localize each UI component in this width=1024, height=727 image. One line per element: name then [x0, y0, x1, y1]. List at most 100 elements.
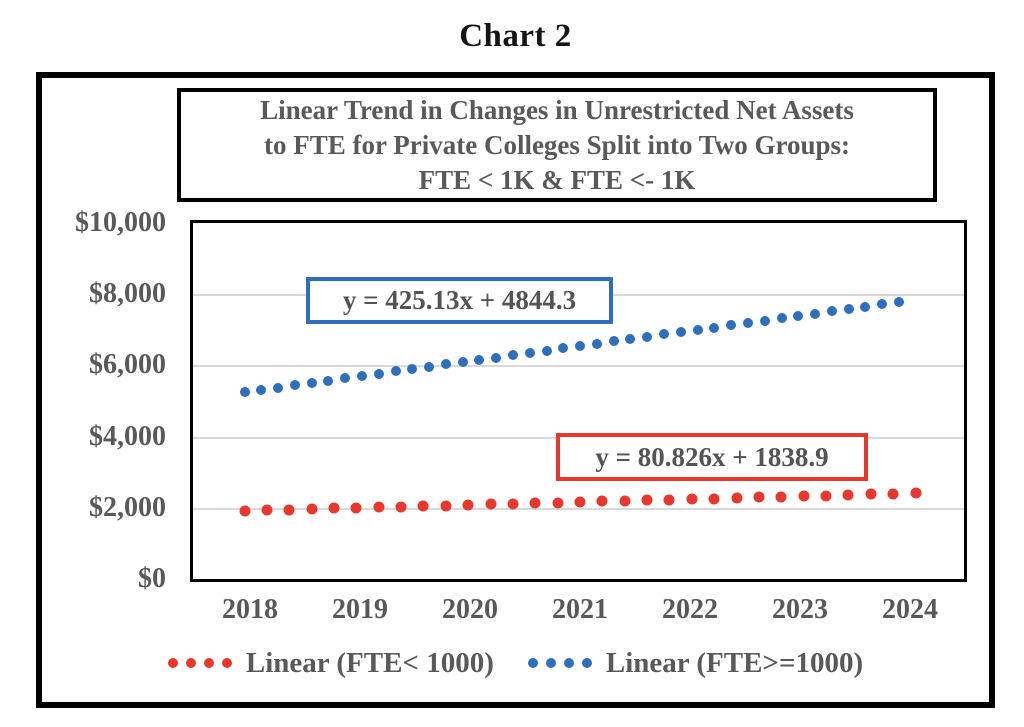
chart-legend: Linear (FTE< 1000) Linear (FTE>=1000) — [36, 640, 995, 686]
legend-dot — [203, 658, 214, 668]
legend-dot — [563, 658, 574, 668]
trendline-dot — [663, 494, 675, 506]
legend-dot — [527, 658, 538, 668]
trendline-dot — [619, 495, 631, 507]
trendline-dot — [843, 304, 854, 315]
plot-area — [190, 220, 967, 582]
trendline-dot — [558, 343, 569, 354]
trendline-dot — [642, 331, 653, 342]
chart-title-box: Linear Trend in Changes in Unrestricted … — [177, 88, 937, 202]
legend-label: Linear (FTE< 1000) — [245, 646, 494, 679]
trendline-dot — [256, 384, 267, 395]
y-axis-tick-label: $0 — [138, 563, 166, 594]
trendline-dot — [485, 498, 497, 510]
trendline-dot — [742, 317, 753, 328]
trendline-dot — [894, 297, 904, 308]
x-axis-tick-label: 2019 — [332, 594, 388, 625]
trendline-dot — [261, 504, 273, 516]
trendline-dot — [575, 340, 586, 351]
trendline-dot — [759, 315, 770, 326]
trendline-dot — [440, 359, 451, 370]
trendline-dot — [641, 494, 653, 506]
trendline-dot — [306, 503, 318, 515]
trendline-dot — [910, 487, 921, 499]
trendline-dot — [390, 366, 401, 377]
trendline-dot — [340, 373, 351, 384]
trendline-dot — [323, 375, 334, 386]
trendline-dot — [373, 501, 385, 513]
x-axis-tick-label: 2022 — [662, 594, 718, 625]
chart-title-line-2: to FTE for Private Colleges Split into T… — [264, 129, 850, 160]
trendline-dot — [283, 504, 295, 516]
x-axis-tick-label: 2024 — [882, 594, 938, 625]
trendline-dot — [350, 502, 362, 514]
chart-title-line-3: FTE < 1K & FTE <- 1K — [418, 164, 696, 195]
trendline-dot — [552, 497, 564, 509]
legend-dot — [167, 658, 178, 668]
trendline-dot — [842, 489, 854, 501]
page-title: Chart 2 — [459, 18, 572, 54]
legend-dot-marker — [527, 658, 592, 668]
legend-dot-marker — [167, 658, 232, 668]
trendline-dot — [793, 310, 804, 321]
trendline-dot — [608, 336, 619, 347]
legend-item: Linear (FTE< 1000) — [167, 646, 494, 680]
y-axis-tick-label: $8,000 — [89, 278, 166, 310]
trendline-dot — [708, 493, 720, 504]
trendline-dot — [508, 350, 518, 361]
trendline-dot — [541, 345, 552, 356]
trendline-dot — [860, 301, 871, 312]
legend-dot — [545, 658, 556, 668]
gridline — [193, 507, 964, 510]
trendline-dot — [239, 387, 250, 398]
trendline-dot — [810, 308, 821, 319]
trendline-dot — [239, 505, 250, 517]
legend-label: Linear (FTE>=1000) — [605, 646, 864, 679]
chart-title-line-1: Linear Trend in Changes in Unrestricted … — [260, 94, 854, 125]
y-axis-tick-label: $2,000 — [89, 491, 166, 523]
trendline-dot — [726, 320, 737, 331]
trendline-equation-red: y = 80.826x + 1838.9 — [556, 433, 868, 481]
trendline-equation-blue: y = 425.13x + 4844.3 — [306, 277, 613, 324]
trendline-dot — [820, 490, 832, 502]
trendline-dot — [709, 322, 720, 333]
y-axis-labels: $10,000 $8,000 $6,000 $4,000 $2,000 $0 — [38, 0, 166, 727]
trendline-dot — [625, 334, 636, 345]
trendline-dot — [675, 327, 686, 338]
x-axis-tick-label: 2021 — [552, 594, 608, 625]
trendline-dot — [289, 380, 300, 391]
trendline-dot — [798, 490, 810, 502]
legend-dot — [221, 658, 232, 668]
trendline-dot — [507, 498, 519, 510]
y-axis-tick-label: $6,000 — [89, 349, 166, 381]
y-axis-tick-label: $10,000 — [75, 207, 166, 238]
trendline-dot — [659, 329, 670, 340]
gridline — [193, 365, 964, 368]
trendline-dot — [395, 501, 407, 513]
legend-item: Linear (FTE>=1000) — [527, 646, 864, 680]
trendline-dot — [457, 357, 468, 368]
trendline-dot — [306, 377, 317, 388]
trendline-dot — [887, 488, 899, 500]
x-axis-tick-label: 2020 — [442, 594, 498, 625]
trendline-dot — [328, 502, 340, 514]
x-axis-tick-label: 2018 — [222, 594, 278, 625]
trendline-dot — [474, 354, 485, 365]
legend-dot — [185, 658, 196, 668]
trendline-dot — [424, 361, 435, 372]
trendline-dot — [407, 364, 418, 375]
trendline-dot — [686, 493, 698, 505]
trendline-dot — [491, 352, 502, 363]
trendline-dot — [877, 299, 888, 310]
trendline-dot — [529, 497, 541, 509]
trendline-dot — [775, 491, 787, 503]
trendline-dot — [596, 495, 608, 507]
trendline-dot — [373, 368, 384, 379]
trendline-dot — [591, 338, 602, 349]
y-axis-tick-label: $4,000 — [89, 420, 166, 452]
trendline-dot — [462, 499, 474, 511]
trendline-dot — [524, 347, 535, 358]
trendline-dot — [865, 488, 877, 500]
legend-dot — [581, 658, 592, 668]
trendline-dot — [731, 492, 743, 504]
